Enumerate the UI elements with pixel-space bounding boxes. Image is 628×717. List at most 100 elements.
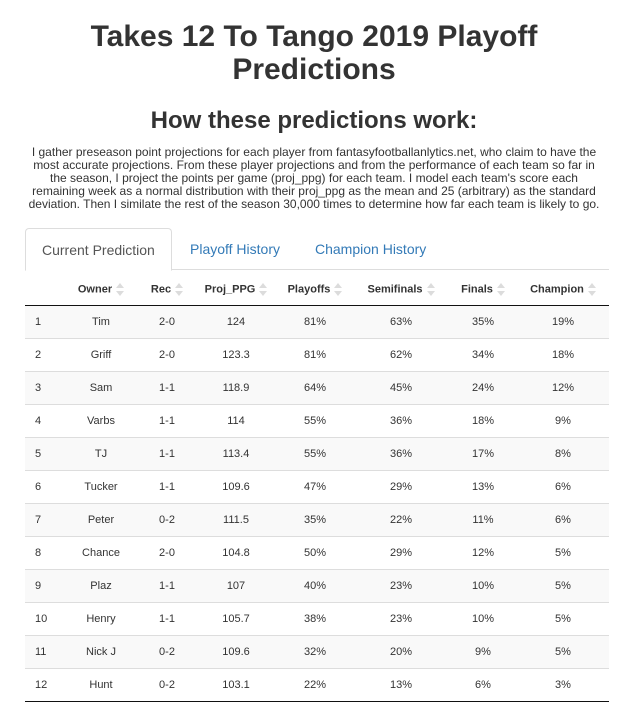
- row-index: 7: [25, 503, 63, 537]
- playoffs-cell: 35%: [277, 503, 353, 537]
- sort-arrows-icon: [426, 283, 435, 296]
- semifinals-cell: 22%: [353, 503, 449, 537]
- sort-arrows-icon: [116, 283, 125, 296]
- playoffs-cell: 55%: [277, 404, 353, 438]
- playoffs-cell: 81%: [277, 338, 353, 372]
- column-header-rec[interactable]: Rec: [139, 274, 195, 306]
- semifinals-cell: 36%: [353, 437, 449, 471]
- column-header-finals[interactable]: Finals: [449, 274, 517, 306]
- row-index: 1: [25, 305, 63, 339]
- owner-cell: Hunt: [63, 668, 139, 702]
- playoffs-cell: 32%: [277, 635, 353, 669]
- proj-ppg-cell: 107: [195, 569, 277, 603]
- champion-cell: 18%: [517, 338, 609, 372]
- row-index: 8: [25, 536, 63, 570]
- champion-cell: 9%: [517, 404, 609, 438]
- owner-cell: Plaz: [63, 569, 139, 603]
- playoffs-cell: 40%: [277, 569, 353, 603]
- proj-ppg-cell: 109.6: [195, 470, 277, 504]
- proj-ppg-cell: 124: [195, 305, 277, 339]
- finals-cell: 9%: [449, 635, 517, 669]
- tab-champion-history[interactable]: Champion History: [315, 241, 427, 257]
- finals-cell: 10%: [449, 602, 517, 636]
- champion-cell: 6%: [517, 470, 609, 504]
- table-row: 10 Henry 1-1 105.7 38% 23% 10% 5%: [25, 602, 609, 636]
- semifinals-cell: 36%: [353, 404, 449, 438]
- champion-cell: 5%: [517, 635, 609, 669]
- column-header-playoffs[interactable]: Playoffs: [277, 274, 353, 306]
- semifinals-cell: 20%: [353, 635, 449, 669]
- finals-cell: 11%: [449, 503, 517, 537]
- table-body: 1 Tim 2-0 124 81% 63% 35% 19% 2 Griff 2-0 123.3 81% 6…: [25, 305, 609, 702]
- owner-cell: Griff: [63, 338, 139, 372]
- owner-cell: Tim: [63, 305, 139, 339]
- semifinals-cell: 23%: [353, 602, 449, 636]
- table-row: 1 Tim 2-0 124 81% 63% 35% 19%: [25, 305, 609, 339]
- finals-cell: 35%: [449, 305, 517, 339]
- column-header-champion[interactable]: Champion: [517, 274, 609, 306]
- rec-cell: 0-2: [139, 503, 195, 537]
- predictions-table: Owner Rec Proj_PPG Playoffs Semifinals F…: [25, 274, 609, 702]
- sort-arrows-icon: [175, 283, 184, 296]
- rec-cell: 2-0: [139, 536, 195, 570]
- rec-cell: 0-2: [139, 635, 195, 669]
- column-header-index[interactable]: [25, 274, 63, 306]
- proj-ppg-cell: 118.9: [195, 371, 277, 405]
- rec-cell: 1-1: [139, 569, 195, 603]
- row-index: 6: [25, 470, 63, 504]
- sort-arrows-icon: [496, 283, 505, 296]
- proj-ppg-cell: 111.5: [195, 503, 277, 537]
- owner-cell: Nick J: [63, 635, 139, 669]
- finals-cell: 34%: [449, 338, 517, 372]
- rec-cell: 2-0: [139, 305, 195, 339]
- finals-cell: 17%: [449, 437, 517, 471]
- semifinals-cell: 29%: [353, 470, 449, 504]
- tab-bar: Current Prediction Playoff History Champ…: [25, 228, 609, 271]
- proj-ppg-cell: 123.3: [195, 338, 277, 372]
- champion-cell: 3%: [517, 668, 609, 702]
- sort-arrows-icon: [259, 283, 268, 296]
- finals-cell: 12%: [449, 536, 517, 570]
- champion-cell: 5%: [517, 602, 609, 636]
- playoffs-cell: 22%: [277, 668, 353, 702]
- row-index: 2: [25, 338, 63, 372]
- sort-arrows-icon: [334, 283, 343, 296]
- champion-cell: 5%: [517, 536, 609, 570]
- table-row: 7 Peter 0-2 111.5 35% 22% 11% 6%: [25, 503, 609, 537]
- row-index: 11: [25, 635, 63, 669]
- rec-cell: 1-1: [139, 437, 195, 471]
- semifinals-cell: 63%: [353, 305, 449, 339]
- playoffs-cell: 55%: [277, 437, 353, 471]
- playoffs-cell: 47%: [277, 470, 353, 504]
- semifinals-cell: 29%: [353, 536, 449, 570]
- proj-ppg-cell: 109.6: [195, 635, 277, 669]
- semifinals-cell: 62%: [353, 338, 449, 372]
- page-title-line-2: Predictions: [232, 53, 396, 86]
- column-header-semifinals[interactable]: Semifinals: [353, 274, 449, 306]
- tab-playoff-history[interactable]: Playoff History: [190, 241, 280, 257]
- description-text: I gather preseason point projections for…: [28, 145, 600, 211]
- page-title: Takes 12 To Tango 2019 Playoff Predictio…: [0, 0, 628, 86]
- tab-current-prediction[interactable]: Current Prediction: [25, 228, 172, 271]
- finals-cell: 13%: [449, 470, 517, 504]
- owner-cell: Sam: [63, 371, 139, 405]
- semifinals-cell: 45%: [353, 371, 449, 405]
- owner-cell: TJ: [63, 437, 139, 471]
- column-header-proj-ppg[interactable]: Proj_PPG: [195, 274, 277, 306]
- proj-ppg-cell: 113.4: [195, 437, 277, 471]
- playoffs-cell: 81%: [277, 305, 353, 339]
- table-header-row: Owner Rec Proj_PPG Playoffs Semifinals F…: [25, 274, 609, 306]
- owner-cell: Peter: [63, 503, 139, 537]
- table-row: 6 Tucker 1-1 109.6 47% 29% 13% 6%: [25, 470, 609, 504]
- row-index: 12: [25, 668, 63, 702]
- champion-cell: 12%: [517, 371, 609, 405]
- column-header-owner[interactable]: Owner: [63, 274, 139, 306]
- table-row: 12 Hunt 0-2 103.1 22% 13% 6% 3%: [25, 668, 609, 702]
- playoffs-cell: 38%: [277, 602, 353, 636]
- champion-cell: 5%: [517, 569, 609, 603]
- section-title: How these predictions work:: [150, 107, 478, 134]
- owner-cell: Tucker: [63, 470, 139, 504]
- proj-ppg-cell: 105.7: [195, 602, 277, 636]
- table-row: 5 TJ 1-1 113.4 55% 36% 17% 8%: [25, 437, 609, 471]
- rec-cell: 2-0: [139, 338, 195, 372]
